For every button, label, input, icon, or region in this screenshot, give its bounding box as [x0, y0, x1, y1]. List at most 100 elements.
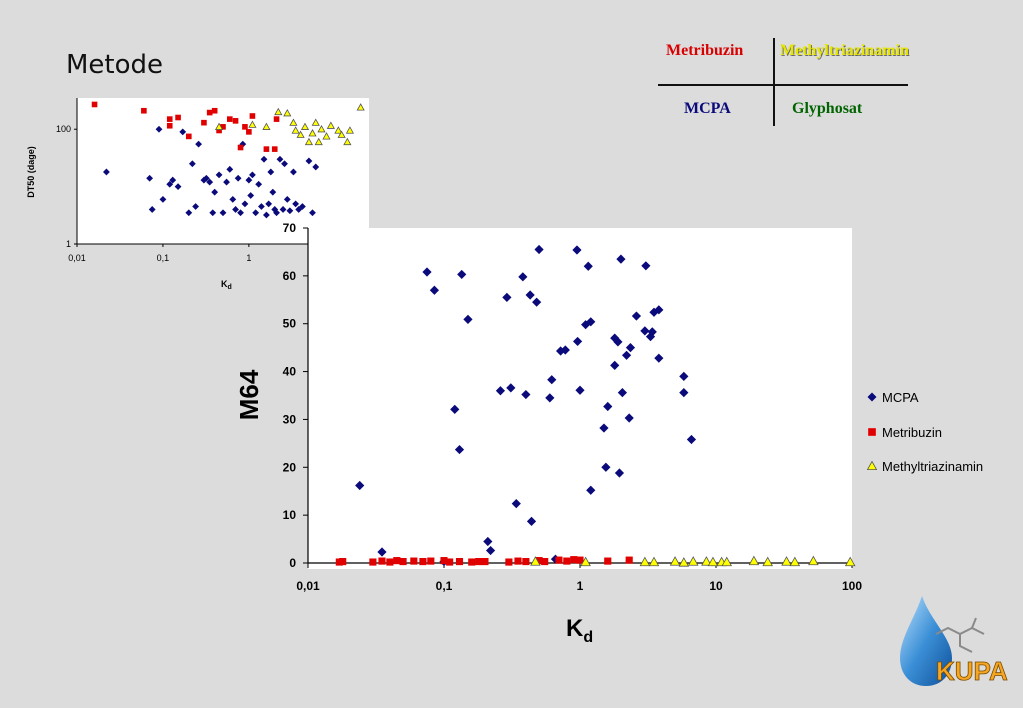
dt50-point-mcpa	[265, 200, 273, 208]
m64-point-metribuzin	[419, 557, 427, 566]
m64-point-metribuzin	[339, 557, 347, 566]
m64-y-tick-label: 20	[283, 460, 297, 474]
m64-point-mcpa	[581, 320, 591, 330]
m64-y-tick-label: 50	[283, 317, 297, 331]
dt50-point-methyltriazinamin	[283, 109, 292, 117]
compound-quadrant: Metribuzin Methyltriazinamin MCPA Glypho…	[640, 34, 920, 134]
dt50-point-methyltriazinamin	[322, 132, 331, 140]
dt50-point-mcpa	[245, 176, 253, 184]
m64-point-metribuzin	[522, 557, 530, 566]
dt50-point-mcpa	[283, 195, 291, 203]
m64-point-mcpa	[422, 267, 432, 277]
m64-point-methyltriazinamin	[530, 556, 541, 566]
m64-point-mcpa	[454, 444, 465, 455]
dt50-plot-area	[77, 98, 369, 244]
m64-point-methyltriazinamin	[648, 556, 660, 567]
m64-point-methyltriazinamin	[678, 557, 690, 567]
m64-point-mcpa	[645, 332, 656, 342]
dt50-point-metribuzin	[271, 146, 278, 152]
dt50-point-mcpa	[237, 209, 244, 217]
dt50-point-mcpa	[247, 192, 255, 199]
m64-point-mcpa	[450, 404, 460, 414]
m64-point-mcpa	[429, 285, 440, 295]
dt50-point-metribuzin	[91, 101, 98, 108]
m64-point-metribuzin	[563, 557, 571, 565]
dt50-point-mcpa	[299, 203, 306, 210]
legend-marker-mcpa	[867, 392, 877, 402]
m64-point-mcpa	[616, 254, 626, 264]
dt50-point-methyltriazinamin	[311, 118, 320, 126]
m64-point-methyltriazinamin	[721, 556, 733, 567]
m64-point-metribuzin	[570, 556, 578, 564]
dt50-point-methyltriazinamin	[334, 126, 343, 134]
dt50-point-mcpa	[103, 168, 110, 176]
m64-point-mcpa	[654, 305, 664, 315]
dt50-point-methyltriazinamin	[300, 122, 310, 130]
dt50-point-mcpa	[188, 160, 196, 168]
dt50-point-methyltriazinamin	[289, 118, 298, 126]
legend-label: MCPA	[882, 390, 919, 405]
dt50-point-mcpa	[206, 178, 214, 186]
m64-point-metribuzin	[455, 557, 464, 566]
m64-point-metribuzin	[468, 558, 476, 566]
dt50-point-mcpa	[219, 209, 227, 217]
m64-x-axis-label: Kd	[566, 615, 593, 646]
dt50-point-methyltriazinamin	[337, 130, 346, 138]
m64-point-mcpa	[647, 327, 657, 337]
dt50-point-mcpa	[290, 168, 297, 176]
dt50-point-methyltriazinamin	[214, 122, 224, 130]
dt50-point-methyltriazinamin	[326, 121, 335, 129]
dt50-point-methyltriazinamin	[291, 126, 300, 134]
dt50-point-methyltriazinamin	[343, 137, 352, 146]
m64-x-tick-label: 0,1	[436, 579, 453, 593]
m64-point-methyltriazinamin	[701, 556, 712, 566]
dt50-point-mcpa	[286, 207, 294, 215]
m64-point-methyltriazinamin	[748, 555, 760, 566]
m64-point-mcpa	[603, 401, 613, 412]
m64-plot-area	[308, 228, 852, 569]
m64-point-mcpa	[599, 423, 609, 433]
m64-point-metribuzin	[604, 557, 612, 565]
dt50-point-metribuzin	[246, 129, 252, 135]
dt50-point-metribuzin	[211, 107, 218, 114]
dt50-point-mcpa	[155, 125, 163, 133]
m64-point-mcpa	[506, 383, 516, 393]
m64-point-metribuzin	[427, 557, 435, 565]
m64-point-methyltriazinamin	[687, 556, 699, 566]
m64-point-mcpa	[610, 360, 620, 370]
dt50-point-mcpa	[276, 155, 284, 163]
m64-point-methyltriazinamin	[781, 556, 792, 566]
m64-point-mcpa	[495, 386, 506, 396]
water-drop-icon	[900, 596, 952, 686]
dt50-point-mcpa	[159, 195, 167, 203]
dt50-point-mcpa	[226, 165, 234, 173]
m64-point-mcpa	[641, 261, 651, 271]
dt50-point-metribuzin	[216, 127, 222, 134]
m64-point-mcpa	[621, 350, 632, 360]
m64-point-mcpa	[686, 434, 697, 445]
m64-x-tick-label: 100	[842, 579, 862, 593]
dt50-x-tick-label: 0,1	[157, 253, 170, 263]
m64-point-mcpa	[355, 480, 365, 491]
m64-point-mcpa	[575, 385, 585, 395]
quadrant-horizontal-divider	[658, 84, 908, 86]
m64-point-mcpa	[377, 547, 387, 557]
dt50-point-mcpa	[271, 206, 279, 213]
m64-point-mcpa	[613, 337, 623, 347]
dt50-x-tick-label: 1	[246, 253, 251, 263]
m64-point-mcpa	[586, 485, 596, 495]
dt50-point-metribuzin	[141, 107, 147, 114]
m64-point-mcpa	[583, 261, 593, 271]
slide-title: Metode	[66, 50, 164, 80]
dt50-point-mcpa	[258, 203, 265, 210]
m64-point-metribuzin	[535, 557, 543, 565]
m64-point-mcpa	[526, 516, 537, 526]
dt50-point-mcpa	[252, 209, 260, 217]
m64-point-mcpa	[679, 371, 689, 381]
m64-point-mcpa	[586, 317, 596, 327]
m64-y-tick-label: 60	[283, 269, 297, 283]
molecule-icon	[935, 617, 985, 653]
m64-point-metribuzin	[475, 557, 483, 566]
quadrant-glyphosat: Glyphosat	[792, 100, 863, 117]
